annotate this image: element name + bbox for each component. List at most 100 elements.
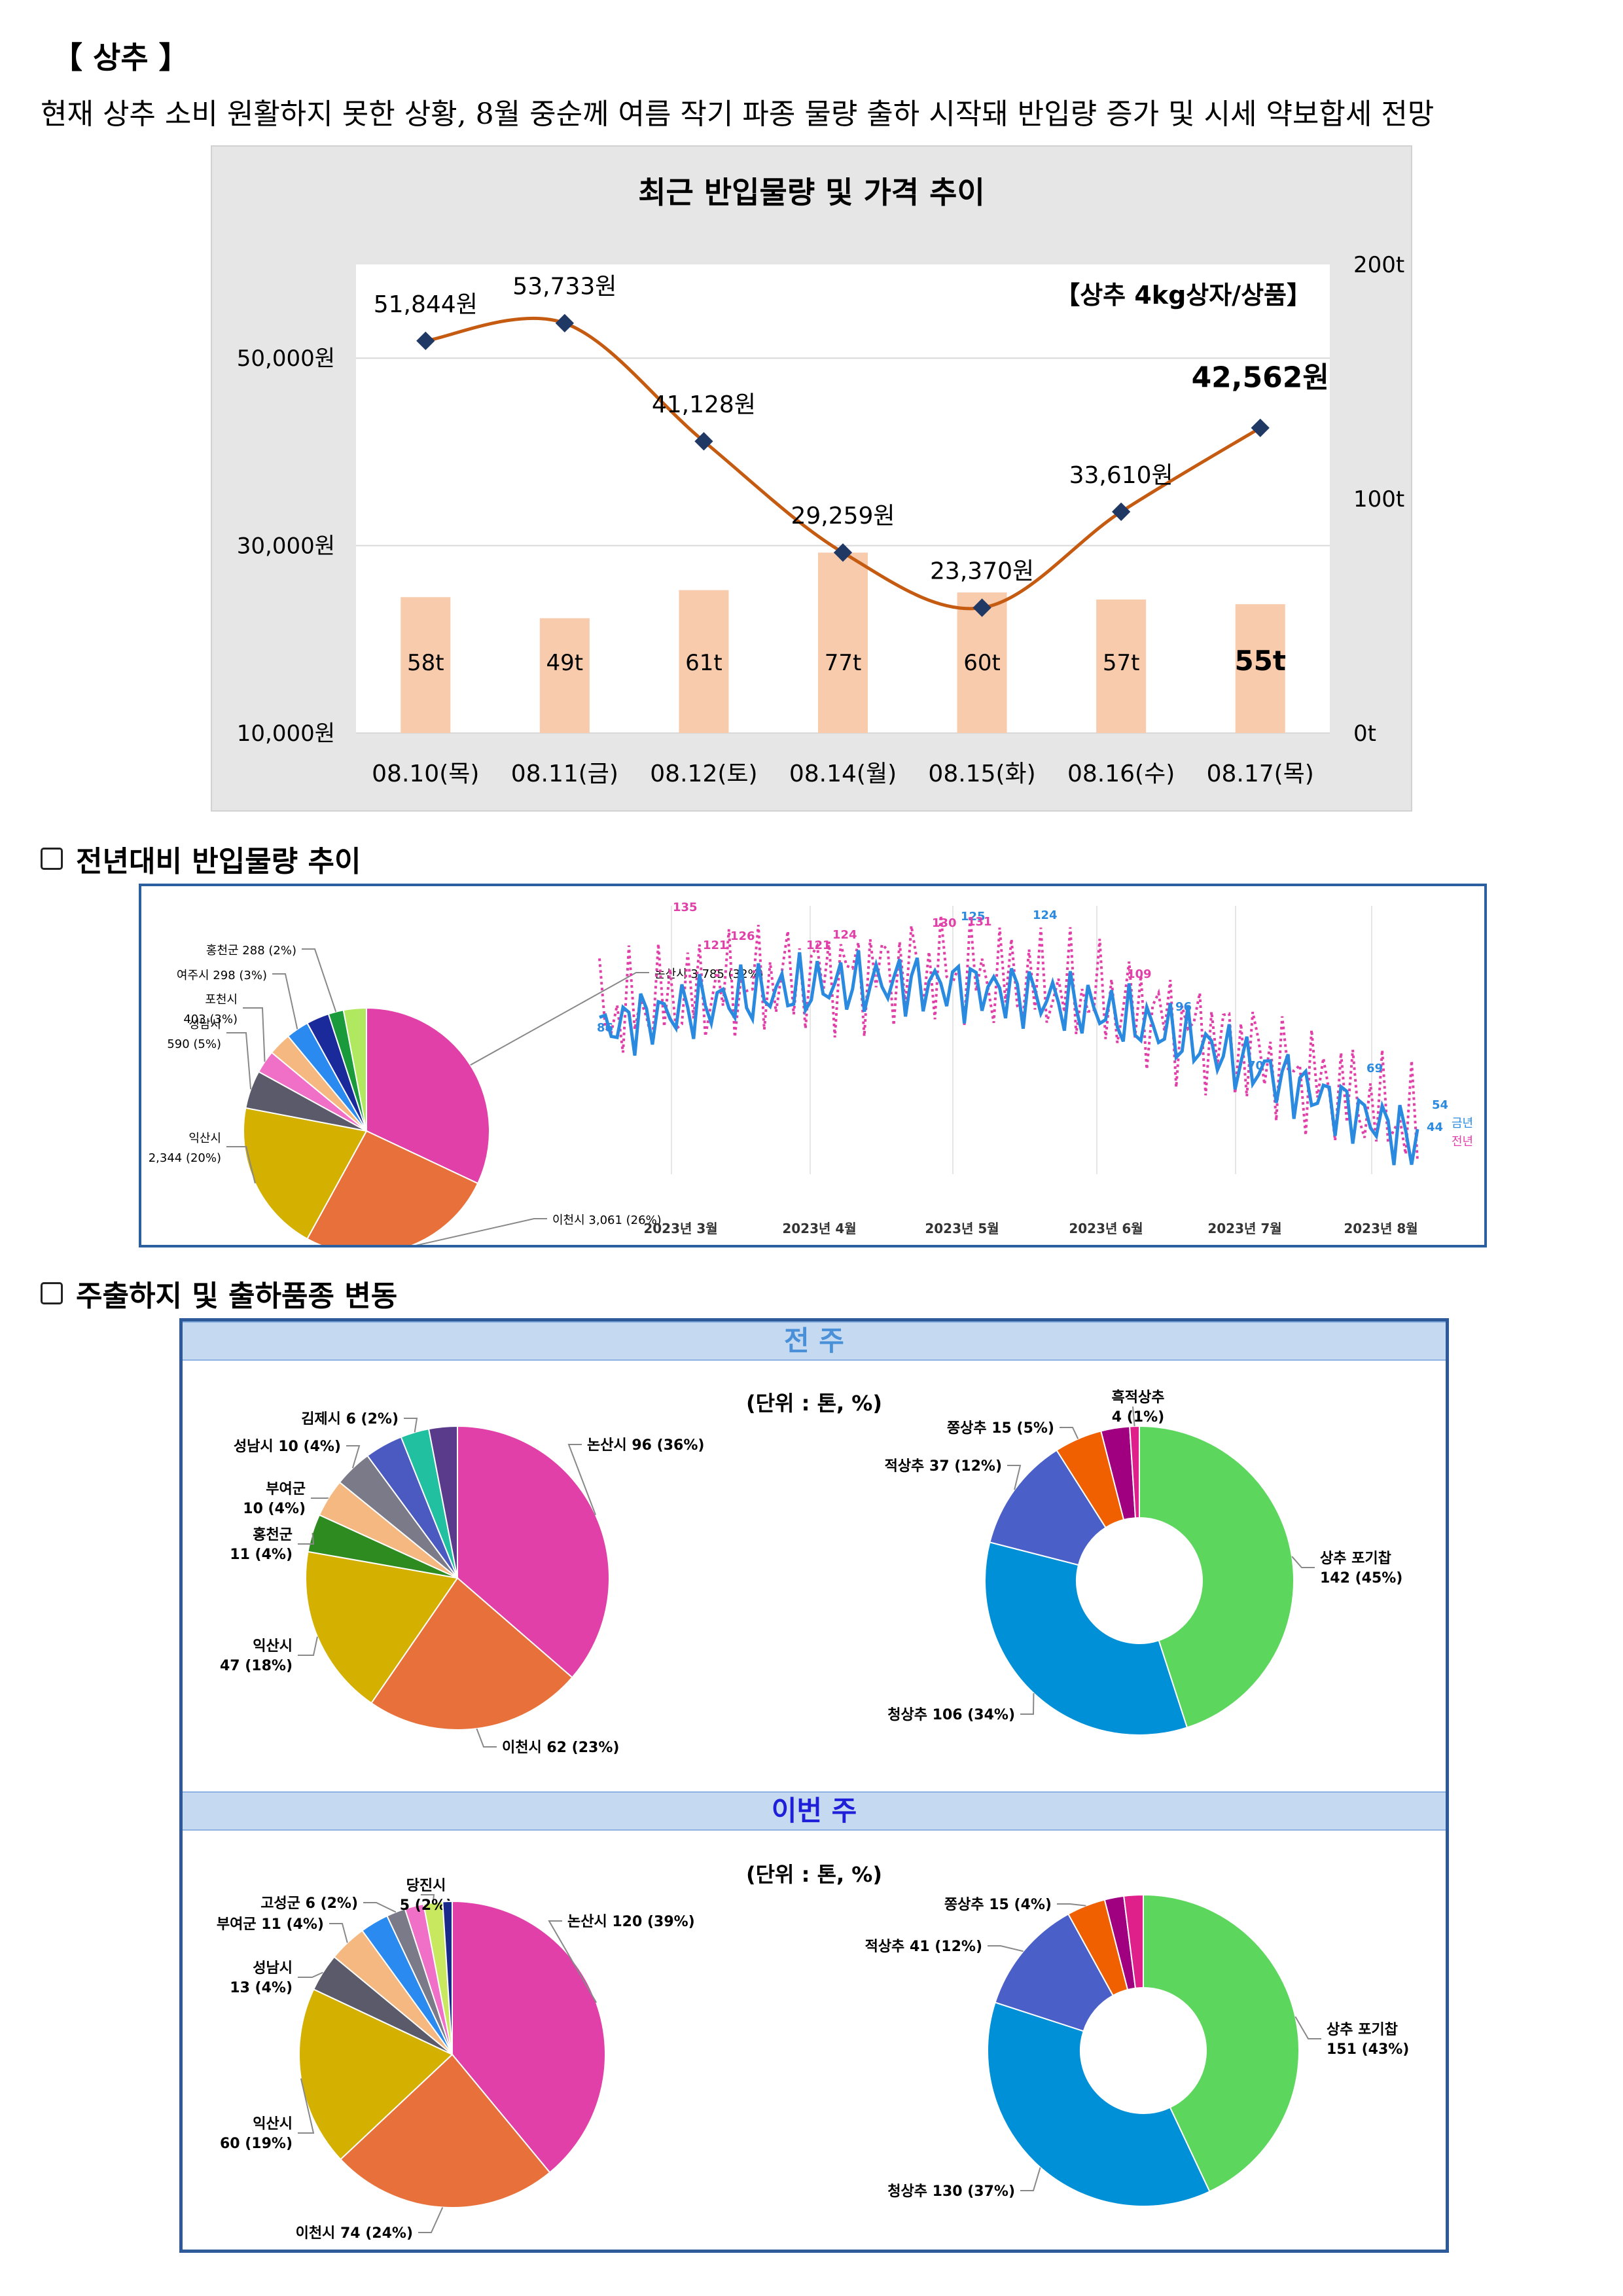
legend-last-year: 전년 [1452,1135,1473,1149]
slice-label: 쫑상추 15 (4%) [944,1897,1052,1913]
price-volume-chart: 최근 반입물량 및 가격 추이 10,000원 30,000원 50,000원 0t 1… [211,145,1412,812]
right-tick-label: 200t [1353,252,1404,278]
pie-slice [984,1541,1188,1736]
pie-slice [305,1551,459,1704]
leader-line [226,1146,256,1184]
volume-label: 55t [1234,645,1286,677]
this-year-data-label: 69 [1366,1062,1383,1075]
price-label: 53,733원 [512,274,616,300]
volume-label: 58t [407,650,444,676]
slice-label: 4 (1%) [1112,1409,1164,1426]
trend-x-label: 2023년 6월 [1069,1221,1143,1236]
leader-line [548,1920,597,2003]
price-label: 41,128원 [652,391,756,418]
slice-label: 여주시 298 (3%) [177,969,267,982]
leader-line [1291,1556,1315,1568]
leader-line [329,1923,348,1943]
last-year-line [598,915,1419,1161]
volume-bar [679,590,729,733]
slice-label: 2,344 (20%) [149,1151,221,1165]
slice-label: 이천시 3,061 (26%) [552,1213,662,1227]
slice-label: 10 (4%) [243,1501,306,1517]
slice-label: 홍천군 288 (2%) [206,944,296,958]
leader-line [272,973,298,1030]
this-year-data-label: 124 [1033,908,1058,922]
yoy-svg: 논산시 3,785 (32%) 이천시 3,061 (26%) 익산시 2,344 (… [149,901,1473,1255]
pie-slice [366,1007,490,1185]
trend-x-label: 2023년 8월 [1344,1221,1418,1236]
this-week-band: 이번 주 [183,1791,1446,1831]
pie-slice [342,1007,367,1132]
slice-label: 상추 포기찹 [1327,2022,1398,2038]
this-year-data-label: 44 [1427,1121,1443,1134]
volume-label: 77t [825,650,862,676]
slice-label: 성남시 [188,1018,221,1031]
category-label: 08.15(화) [928,761,1035,787]
prev-week-unit: (단위 : 톤, %) [745,1391,882,1416]
category-label: 08.17(목) [1207,761,1314,787]
yoy-heading-text: 전년대비 반입물량 추이 [76,845,361,878]
leader-line [298,2078,315,2134]
slice-label: 성남시 10 (4%) [234,1439,341,1455]
ship-heading: 주출하지 및 출하품종 변동 [41,1272,397,1314]
leader-line [243,1007,266,1062]
volume-bar [401,597,451,733]
slice-label: 11 (4%) [230,1547,293,1563]
volume-bar [1235,604,1285,733]
slice-label: 성남시 [253,1960,293,1977]
leader-line [476,1728,497,1748]
legend-this-year: 금년 [1452,1117,1473,1130]
product-label: 【상추 4kg상자/상품】 [1055,281,1311,310]
pie-slice [457,1425,610,1679]
price-label: 51,844원 [374,291,478,318]
yoy-heading: 전년대비 반입물량 추이 [41,838,361,880]
slice-label: 적상추 37 (12%) [885,1458,1002,1475]
slice-label: 이천시 74 (24%) [296,2225,413,2242]
pie-slice [340,2053,551,2208]
pie-slice [1139,1425,1294,1729]
pie-slice [989,1449,1107,1566]
left-tick-label: 30,000원 [237,533,335,560]
slice-label: 김제시 6 (2%) [301,1411,399,1427]
leader-line [1294,2016,1321,2039]
pie-slice [987,2001,1211,2207]
last-year-data-label: 131 [967,915,992,929]
leader-line [421,1894,435,1903]
slice-label: 고성군 6 (2%) [260,1895,358,1912]
leader-line [1020,2167,1041,2191]
last-year-data-label: 135 [673,901,698,914]
slice-label: 이천시 62 (23%) [502,1740,619,1756]
volume-bar [539,618,590,733]
trend-x-label: 2023년 3월 [643,1221,717,1236]
slice-label: 403 (3%) [183,1013,238,1026]
volume-label: 60t [963,650,1001,676]
slice-label: 부여군 11 (4%) [217,1916,324,1933]
leader-line [302,948,337,1013]
slice-label: 쫑상추 15 (5%) [947,1420,1054,1437]
pie-slice [298,1988,454,2161]
volume-bar [1096,599,1147,733]
slice-label: 13 (4%) [230,1980,293,1996]
checkbox-icon [41,848,63,870]
price-marker [1112,502,1131,522]
leader-line [346,1445,361,1469]
combo-chart-svg: 최근 반입물량 및 가격 추이 10,000원 30,000원 50,000원 0t 1… [237,175,1404,787]
price-label: 42,562원 [1192,361,1329,395]
slice-label: 590 (5%) [167,1037,221,1051]
category-label: 08.12(토) [650,761,757,787]
slice-label: 47 (18%) [220,1658,293,1674]
ship-panel: 전 주 (단위 : 톤, %) 이번 주 (단위 : 톤, %) 논산시 96 … [179,1318,1449,2253]
slice-label: 상추 포기찹 [1320,1551,1391,1567]
leader-line [988,1945,1024,1952]
price-marker [1251,418,1270,437]
pie-slice [1129,1425,1140,1519]
leader-line [1007,1465,1022,1490]
leader-line [226,1032,252,1090]
yoy-panel: 논산시 3,785 (32%) 이천시 3,061 (26%) 익산시 2,344 (… [139,884,1487,1255]
price-marker [694,432,713,451]
ship-heading-text: 주출하지 및 출하품종 변동 [76,1280,398,1313]
pie-slice [370,1577,573,1731]
price-marker [972,598,991,617]
trend-x-label: 2023년 4월 [782,1221,856,1236]
slice-label: 청상추 106 (34%) [887,1707,1015,1723]
